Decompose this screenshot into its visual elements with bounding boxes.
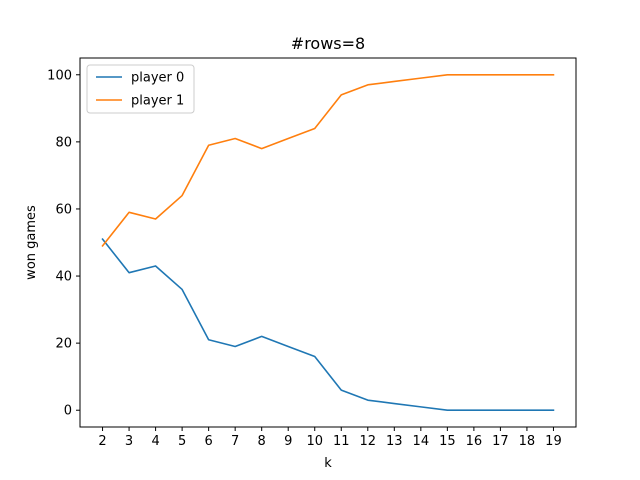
y-tick-label: 60 [55,202,72,217]
series-line-0 [101,238,555,412]
y-axis-label: won games [24,205,39,280]
x-tick-label: 17 [492,434,509,449]
x-tick-label: 6 [205,434,213,449]
y-tick-label: 0 [64,404,72,419]
legend-label-0: player 0 [131,71,184,86]
y-axis-ticks: 0 20 40 60 80 100 [47,68,80,419]
legend-label-1: player 1 [131,94,184,109]
plot-lines [101,73,555,412]
y-tick-label: 100 [47,68,72,83]
x-tick-label: 13 [386,434,403,449]
x-tick-label: 5 [178,434,186,449]
x-tick-label: 10 [306,434,323,449]
x-tick-label: 8 [258,434,266,449]
x-tick-label: 16 [466,434,483,449]
x-tick-label: 9 [284,434,292,449]
y-tick-label: 40 [55,270,72,285]
x-tick-label: 18 [519,434,536,449]
x-tick-label: 7 [231,434,239,449]
x-tick-label: 12 [360,434,377,449]
y-tick-label: 20 [55,337,72,352]
x-tick-label: 11 [333,434,350,449]
x-axis-label: k [324,456,332,471]
legend: player 0 player 1 [86,64,195,114]
x-tick-label: 2 [98,434,106,449]
y-tick-label: 80 [55,135,72,150]
x-tick-label: 14 [413,434,430,449]
x-tick-label: 3 [125,434,133,449]
series-line-1 [101,73,555,247]
x-tick-label: 19 [545,434,562,449]
chart-title: #rows=8 [291,34,365,53]
x-axis-ticks: 2 3 4 5 6 7 8 9 10 11 12 13 14 15 16 17 18 19 [98,427,562,449]
plot-frame [79,57,577,428]
x-tick-label: 4 [151,434,159,449]
x-tick-label: 15 [439,434,456,449]
